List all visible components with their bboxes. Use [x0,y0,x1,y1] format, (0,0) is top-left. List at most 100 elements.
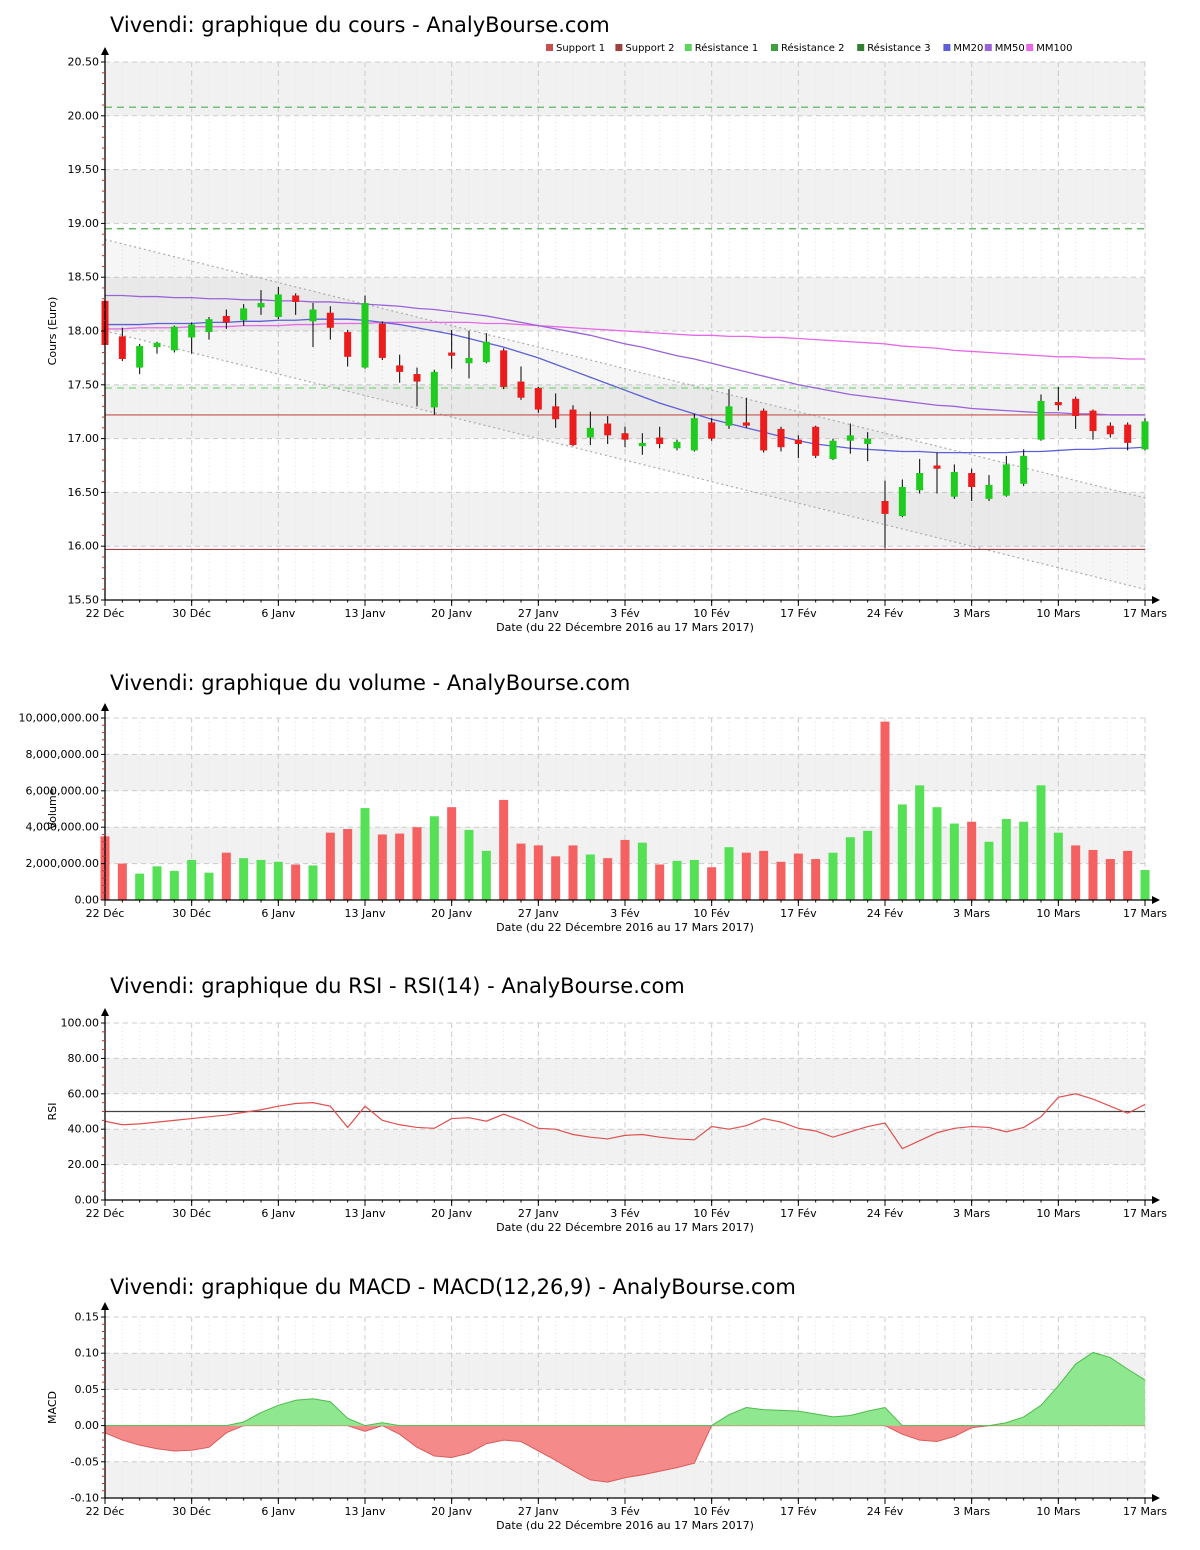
svg-text:0.15: 0.15 [75,1311,100,1324]
svg-text:22 Déc: 22 Déc [86,1505,125,1518]
svg-text:80.00: 80.00 [68,1052,100,1065]
svg-text:3 Mars: 3 Mars [953,607,990,620]
svg-text:13 Janv: 13 Janv [345,1505,386,1518]
rsi-chart-title: Vivendi: graphique du RSI - RSI(14) - An… [110,974,685,998]
svg-text:Support 2: Support 2 [625,43,674,54]
svg-text:RSI: RSI [46,1103,59,1121]
svg-text:8,000,000.00: 8,000,000.00 [26,748,99,761]
svg-text:0.10: 0.10 [75,1347,100,1360]
svg-text:-0.05: -0.05 [71,1455,99,1468]
svg-text:27 Janv: 27 Janv [518,1207,559,1220]
svg-text:3 Fév: 3 Fév [610,1505,640,1518]
svg-text:20.00: 20.00 [68,1158,100,1171]
svg-text:22 Déc: 22 Déc [86,1207,125,1220]
svg-text:MM20: MM20 [953,43,983,54]
svg-text:10 Mars: 10 Mars [1036,1207,1080,1220]
svg-text:17 Mars: 17 Mars [1123,1207,1167,1220]
svg-text:13 Janv: 13 Janv [345,607,386,620]
svg-text:10 Mars: 10 Mars [1036,907,1080,920]
svg-text:6 Janv: 6 Janv [261,1207,295,1220]
svg-text:20.00: 20.00 [68,109,100,122]
svg-text:30 Déc: 30 Déc [172,1505,211,1518]
svg-text:3 Mars: 3 Mars [953,1207,990,1220]
svg-text:MM50: MM50 [995,43,1025,54]
svg-text:27 Janv: 27 Janv [518,607,559,620]
svg-text:MACD: MACD [46,1391,59,1424]
svg-text:Date (du 22 Décembre 2016 au 1: Date (du 22 Décembre 2016 au 17 Mars 201… [496,621,754,634]
svg-text:17 Fév: 17 Fév [780,1505,817,1518]
svg-text:3 Fév: 3 Fév [610,607,640,620]
svg-text:20 Janv: 20 Janv [431,607,472,620]
svg-text:20 Janv: 20 Janv [431,907,472,920]
svg-text:18.50: 18.50 [68,271,100,284]
svg-text:17 Mars: 17 Mars [1123,607,1167,620]
svg-text:19.00: 19.00 [68,217,100,230]
svg-text:22 Déc: 22 Déc [86,907,125,920]
svg-text:6 Janv: 6 Janv [261,907,295,920]
svg-text:3 Mars: 3 Mars [953,1505,990,1518]
svg-text:2,000,000.00: 2,000,000.00 [26,857,99,870]
svg-text:16.50: 16.50 [68,486,100,499]
svg-text:24 Fév: 24 Fév [867,607,904,620]
svg-text:60.00: 60.00 [68,1087,100,1100]
svg-text:17 Fév: 17 Fév [780,907,817,920]
svg-text:16.00: 16.00 [68,540,100,553]
svg-text:3 Fév: 3 Fév [610,1207,640,1220]
svg-text:24 Fév: 24 Fév [867,1207,904,1220]
svg-text:Date (du 22 Décembre 2016 au 1: Date (du 22 Décembre 2016 au 17 Mars 201… [496,1519,754,1532]
svg-text:18.00: 18.00 [68,325,100,338]
svg-text:30 Déc: 30 Déc [172,1207,211,1220]
svg-text:19.50: 19.50 [68,163,100,176]
svg-text:15.50: 15.50 [68,594,100,607]
svg-text:Support 1: Support 1 [556,43,605,54]
svg-text:27 Janv: 27 Janv [518,1505,559,1518]
svg-text:0.05: 0.05 [75,1383,100,1396]
svg-text:10 Mars: 10 Mars [1036,1505,1080,1518]
svg-text:13 Janv: 13 Janv [345,1207,386,1220]
svg-text:6 Janv: 6 Janv [261,607,295,620]
svg-text:0.00: 0.00 [75,894,100,907]
svg-text:13 Janv: 13 Janv [345,907,386,920]
svg-text:-0.10: -0.10 [71,1492,99,1505]
svg-text:20 Janv: 20 Janv [431,1505,472,1518]
price-chart-canvas: Support 1 Support 2 Résistance 1 Résistance… [46,42,1167,634]
svg-text:22 Déc: 22 Déc [86,607,125,620]
svg-text:Date (du 22 Décembre 2016 au 1: Date (du 22 Décembre 2016 au 17 Mars 201… [496,921,754,934]
svg-text:Résistance 2: Résistance 2 [781,42,844,54]
volume-chart-title: Vivendi: graphique du volume - AnalyBour… [110,671,631,695]
svg-text:Cours (Euro): Cours (Euro) [46,297,59,366]
svg-text:10 Fév: 10 Fév [693,607,730,620]
svg-text:10 Fév: 10 Fév [693,1505,730,1518]
svg-text:24 Fév: 24 Fév [867,907,904,920]
volume-chart-canvas: 10,000,000.00 8,000,000.00 6,000,000.00 4,0… [19,703,1167,934]
svg-text:100.00: 100.00 [61,1017,100,1030]
svg-text:30 Déc: 30 Déc [172,607,211,620]
svg-text:17 Mars: 17 Mars [1123,907,1167,920]
svg-text:MM100: MM100 [1036,43,1072,54]
svg-text:17 Fév: 17 Fév [780,1207,817,1220]
svg-text:10 Mars: 10 Mars [1036,607,1080,620]
svg-text:10 Fév: 10 Fév [693,1207,730,1220]
svg-text:Résistance 1: Résistance 1 [695,42,758,54]
svg-text:24 Fév: 24 Fév [867,1505,904,1518]
svg-text:10 Fév: 10 Fév [693,907,730,920]
svg-text:0.00: 0.00 [75,1419,100,1432]
svg-text:20.50: 20.50 [68,56,100,69]
svg-text:3 Mars: 3 Mars [953,907,990,920]
svg-text:40.00: 40.00 [68,1123,100,1136]
svg-text:27 Janv: 27 Janv [518,907,559,920]
svg-text:4,000,000.00: 4,000,000.00 [26,821,99,834]
svg-text:6 Janv: 6 Janv [261,1505,295,1518]
svg-text:17 Fév: 17 Fév [780,607,817,620]
svg-text:17.50: 17.50 [68,378,100,391]
price-chart-title: Vivendi: graphique du cours - AnalyBours… [110,13,610,37]
svg-text:17.00: 17.00 [68,432,100,445]
svg-text:Date (du 22 Décembre 2016 au 1: Date (du 22 Décembre 2016 au 17 Mars 201… [496,1221,754,1234]
svg-text:3 Fév: 3 Fév [610,907,640,920]
svg-text:20 Janv: 20 Janv [431,1207,472,1220]
svg-text:6,000,000.00: 6,000,000.00 [26,784,99,797]
svg-text:Résistance 3: Résistance 3 [867,42,930,54]
